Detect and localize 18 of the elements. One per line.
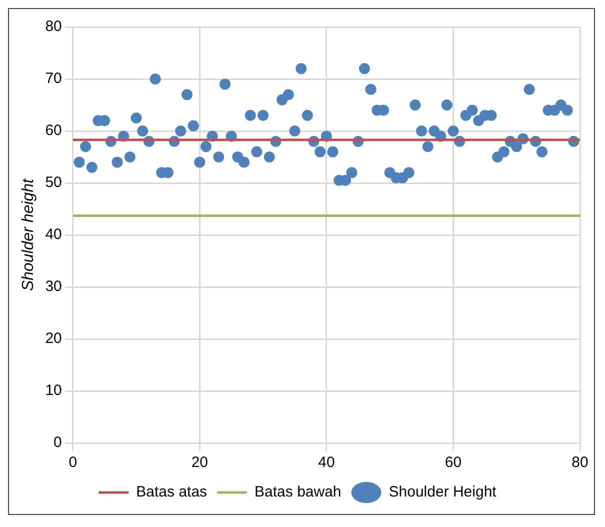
y-tick-label: 70 bbox=[45, 70, 62, 88]
x-tick-label: 60 bbox=[444, 454, 462, 472]
x-tick-label: 40 bbox=[318, 454, 335, 472]
y-tick-label: 80 bbox=[45, 18, 62, 36]
y-tick-label: 50 bbox=[45, 174, 62, 192]
legend-label: Shoulder Height bbox=[388, 484, 498, 501]
y-tick-label: 10 bbox=[45, 382, 62, 400]
x-tick-label: 0 bbox=[68, 454, 78, 472]
legend-label: Batas bawah bbox=[254, 484, 342, 501]
x-tick-label: 20 bbox=[191, 454, 208, 472]
y-axis-title: Shoulder height bbox=[20, 178, 38, 292]
y-tick-label: 60 bbox=[45, 122, 62, 140]
legend-label: Batas atas bbox=[136, 484, 208, 501]
x-tick-label: 80 bbox=[572, 454, 588, 472]
y-tick-label: 30 bbox=[45, 278, 62, 296]
y-tick-label: 40 bbox=[45, 226, 62, 244]
y-tick-label: 0 bbox=[54, 434, 62, 452]
y-tick-label: 20 bbox=[45, 330, 62, 348]
